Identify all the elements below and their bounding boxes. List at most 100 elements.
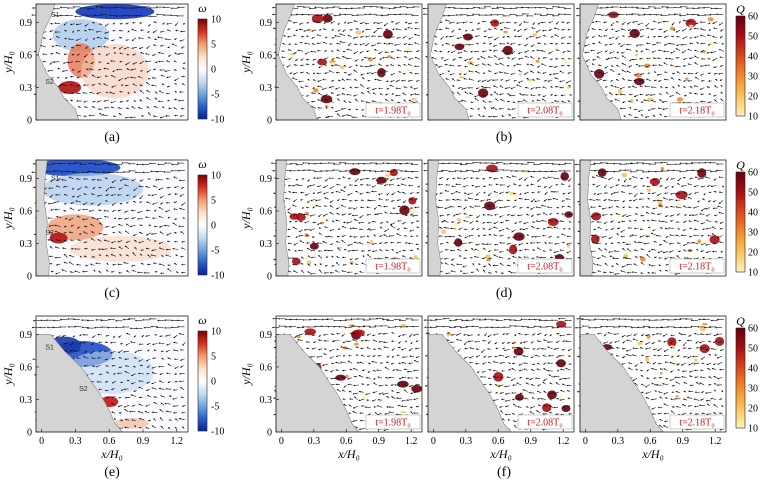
velocity-arrow <box>324 63 327 67</box>
q-colorbar-tick: 60 <box>748 168 758 179</box>
q-vortex <box>310 203 316 207</box>
velocity-arrow <box>166 76 171 79</box>
velocity-arrow <box>75 44 82 47</box>
velocity-arrow <box>83 100 88 103</box>
velocity-arrow <box>63 22 68 26</box>
velocity-arrow <box>98 68 102 71</box>
omega-colorbar-label: ω <box>198 313 206 327</box>
omega-colorbar-tick: 0 <box>211 65 216 76</box>
x-tick-label: 0.3 <box>69 436 82 447</box>
velocity-arrow <box>85 45 89 49</box>
velocity-arrow <box>103 37 109 40</box>
velocity-arrow <box>159 116 165 119</box>
velocity-arrow <box>306 35 309 38</box>
q-vortex <box>694 358 698 362</box>
velocity-arrow <box>304 85 309 88</box>
snapshot-field <box>276 160 422 276</box>
velocity-arrow <box>97 45 103 48</box>
velocity-arrow <box>111 85 117 88</box>
q-vortex <box>322 14 333 23</box>
q-vortex <box>547 218 559 226</box>
velocity-arrow <box>118 78 123 81</box>
y-tick-label: 0.3 <box>20 83 33 94</box>
q-vortex <box>408 197 417 205</box>
velocity-arrow <box>82 92 88 94</box>
velocity-arrow <box>147 31 150 33</box>
velocity-arrow <box>317 79 322 83</box>
velocity-arrow <box>95 30 102 33</box>
q-vortex <box>458 69 465 73</box>
q-vortex <box>625 169 630 173</box>
velocity-arrow <box>76 84 81 87</box>
velocity-arrow <box>40 44 46 48</box>
y-tick-label: 0.6 <box>20 362 33 373</box>
q-vortex <box>659 372 663 375</box>
velocity-arrow <box>49 38 53 41</box>
velocity-arrow <box>295 58 299 61</box>
q-colorbar-tick: 10 <box>748 268 758 279</box>
omega-colorbar-tick: -5 <box>211 246 219 257</box>
x-tick-label: 1.2 <box>557 436 570 447</box>
q-vortex <box>697 239 701 244</box>
q-colorbar-tick: 50 <box>748 32 758 43</box>
y-tick-label: 0 <box>267 428 272 439</box>
velocity-arrow <box>84 61 88 63</box>
q-vortex <box>325 105 329 108</box>
velocity-arrow <box>289 72 293 74</box>
velocity-arrow <box>310 105 317 109</box>
velocity-arrow <box>166 29 172 32</box>
q-vortex <box>634 53 639 57</box>
velocity-arrow <box>83 74 88 78</box>
velocity-arrow <box>307 78 310 81</box>
velocity-arrow <box>55 52 61 55</box>
velocity-arrow <box>306 72 310 75</box>
y-axis-label: y/H₀ <box>1 207 15 230</box>
q-vortex <box>478 88 489 98</box>
velocity-arrow <box>91 83 96 86</box>
vorticity-blob <box>58 80 82 94</box>
velocity-arrow <box>164 38 171 40</box>
velocity-arrow <box>291 77 298 81</box>
velocity-arrow <box>305 58 310 61</box>
y-axis-label: y/H₀ <box>1 363 15 386</box>
q-vortex <box>509 89 514 92</box>
velocity-arrow <box>281 56 286 59</box>
time-label: t=2.18T₀ <box>679 106 715 117</box>
q-vortex <box>534 45 538 49</box>
q-vortex <box>384 174 392 177</box>
velocity-arrow <box>63 61 68 64</box>
velocity-arrow <box>173 60 177 63</box>
velocity-arrow <box>138 46 144 50</box>
velocity-arrow <box>56 36 61 39</box>
q-vortex <box>339 65 345 70</box>
velocity-arrow <box>110 75 116 78</box>
velocity-arrow <box>306 21 309 24</box>
velocity-arrow <box>297 49 304 52</box>
q-vortex <box>634 78 645 86</box>
q-vortex <box>306 260 312 265</box>
velocity-arrow <box>288 43 291 46</box>
velocity-arrow <box>91 74 96 78</box>
q-vortex <box>329 366 337 369</box>
separation-label-s2: S2 <box>45 230 54 237</box>
x-tick-label: 0 <box>39 436 44 447</box>
vorticity-blob <box>75 4 155 20</box>
y-tick-label: 0 <box>27 272 32 283</box>
omega-colorbar-tick: 0 <box>211 221 216 232</box>
panel-label: (b) <box>496 130 513 145</box>
velocity-arrow <box>112 22 116 25</box>
velocity-arrow <box>174 52 179 56</box>
q-colorbar-tick: 20 <box>748 404 758 415</box>
q-vortex <box>400 411 407 414</box>
velocity-arrow <box>126 53 130 56</box>
velocity-arrow <box>174 77 179 81</box>
q-colorbar-tick: 20 <box>748 92 758 103</box>
velocity-arrow <box>294 43 298 46</box>
velocity-arrow <box>103 67 110 70</box>
velocity-arrow <box>47 69 54 72</box>
q-vortex <box>680 325 684 329</box>
velocity-arrow <box>113 46 116 49</box>
velocity-arrow <box>98 53 101 56</box>
velocity-arrow <box>298 28 304 31</box>
